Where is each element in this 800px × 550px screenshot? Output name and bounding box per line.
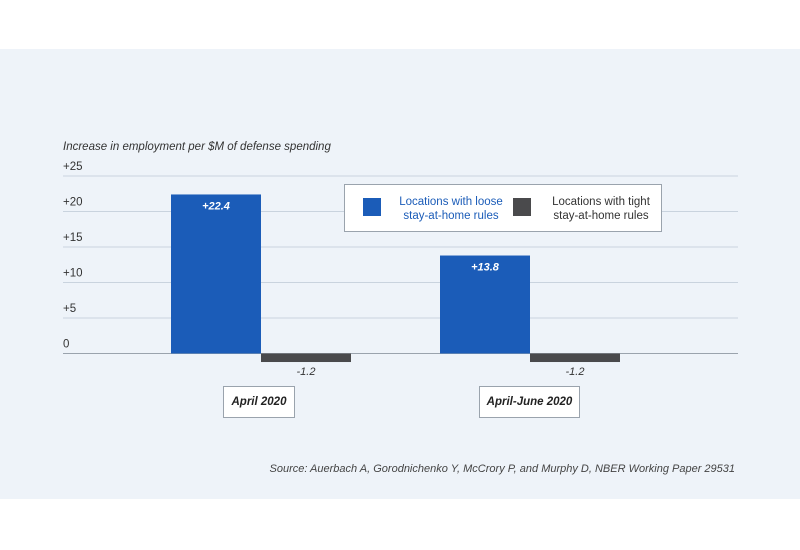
chart-subtitle: Increase in employment per $M of defense… (63, 141, 331, 153)
bar-loose-0 (171, 194, 261, 354)
bar-tight-0 (261, 353, 351, 363)
legend-label-tight: Locations with tight stay-at-home rules (552, 196, 650, 222)
y-tick-label-20: +20 (63, 197, 83, 209)
chart-panel (0, 49, 800, 499)
source-note: Source: Auerbach A, Gorodnichenko Y, McC… (269, 463, 736, 475)
data-label-tight-0: -1.2 (297, 366, 316, 378)
data-label-loose-1: +13.8 (471, 262, 500, 274)
category-label-april-june-2020: April-June 2020 (479, 386, 580, 418)
y-tick-label-0: 0 (63, 339, 69, 351)
y-tick-label-15: +15 (63, 232, 83, 244)
legend-item-loose: Locations with loose stay-at-home rules (363, 195, 512, 223)
y-tick-label-5: +5 (63, 303, 76, 315)
data-label-loose-0: +22.4 (202, 200, 230, 212)
bar-loose-1 (440, 255, 530, 354)
legend-label-loose: Locations with loose stay-at-home rules (399, 196, 503, 222)
category-label-april-2020: April 2020 (223, 386, 295, 418)
legend-swatch-tight (513, 198, 531, 216)
data-label-tight-1: -1.2 (566, 366, 585, 378)
bar-tight-1 (530, 353, 620, 363)
legend-item-tight: Locations with tight stay-at-home rules (513, 195, 662, 223)
legend: Locations with loose stay-at-home rules … (344, 184, 662, 232)
y-tick-label-25: +25 (63, 161, 83, 173)
legend-swatch-loose (363, 198, 381, 216)
y-tick-label-10: +10 (63, 268, 83, 280)
